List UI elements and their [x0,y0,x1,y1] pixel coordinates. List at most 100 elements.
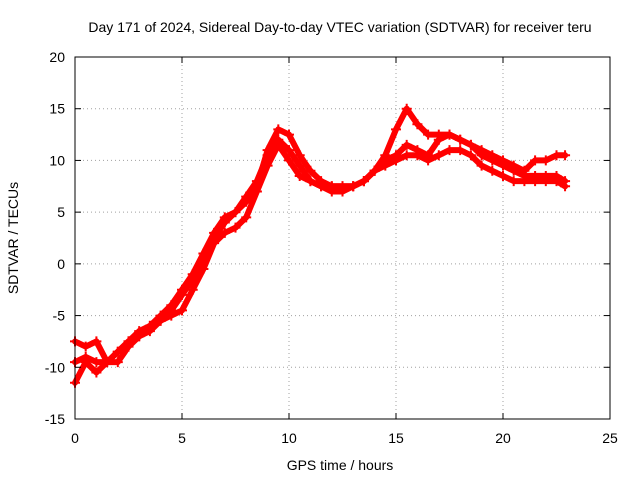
data-point [551,176,562,187]
data-point [80,341,91,352]
data-point [91,367,102,378]
y-tick-label: -15 [45,411,65,427]
data-point [412,150,423,161]
y-tick-label: 5 [57,204,65,220]
data-point [560,150,571,161]
chart-title: Day 171 of 2024, Sidereal Day-to-day VTE… [88,19,591,35]
data-point [187,269,198,280]
data-point [487,165,498,176]
data-point [412,119,423,130]
data-point [241,212,252,223]
data-point [155,315,166,326]
data-point [337,186,348,197]
data-point [401,139,412,150]
data-point [166,300,177,311]
data-point [401,150,412,161]
y-tick-label: 15 [49,101,65,117]
grid [75,57,610,419]
data-point [230,222,241,233]
data-point [348,181,359,192]
data-point [391,155,401,166]
data-point [423,155,434,166]
data-point [305,165,316,176]
data-point [230,207,241,218]
data-point [284,145,294,156]
data-point [455,145,466,156]
data-point [498,160,508,171]
data-point [294,150,305,161]
y-tick-label: 10 [49,152,65,168]
data-point [273,139,284,150]
x-tick-label: 15 [388,430,404,446]
data-point [508,165,519,176]
data-point [209,227,220,238]
data-point [209,238,220,249]
data-point [273,124,284,135]
data-point [540,176,551,187]
x-tick-label: 10 [281,430,297,446]
data-point [187,284,198,295]
data-point [465,150,476,161]
data-point [294,160,305,171]
data-point [166,310,177,321]
x-tick-label: 25 [602,430,618,446]
data-point [487,155,498,166]
data-point [144,320,155,331]
data-point [284,155,294,166]
data-layer [70,103,571,388]
data-point [530,155,541,166]
data-point [198,264,209,275]
data-point [519,176,530,187]
x-tick-label: 0 [71,430,79,446]
data-point [305,176,316,187]
data-point [551,150,562,161]
data-point [358,176,369,187]
data-point [433,150,444,161]
data-point [112,357,123,368]
data-point [455,134,466,145]
data-point [251,186,262,197]
x-axis-label: GPS time / hours [287,457,394,473]
data-point [219,212,230,223]
data-point [540,155,551,166]
x-tick-label: 5 [178,430,186,446]
data-point [241,191,252,202]
data-point [423,129,434,140]
data-point [401,103,412,114]
data-point [465,139,476,150]
data-point [123,336,134,347]
data-point [219,227,230,238]
data-point [433,134,444,145]
data-point [508,176,519,187]
data-point [391,124,401,135]
axis-ticks: 0 5 10 15 20 25 -15 -10 -5 0 5 10 15 20 [45,49,618,446]
data-point [91,336,102,347]
y-tick-label: -5 [53,308,66,324]
data-point [80,357,91,368]
plot-border [74,56,611,420]
y-tick-label: 0 [57,256,65,272]
data-point [498,170,508,181]
data-point [530,176,541,187]
data-point [476,160,487,171]
data-point [476,150,487,161]
y-tick-label: -10 [45,359,65,375]
data-point [134,331,145,342]
data-point [316,181,327,192]
data-point [102,357,113,368]
data-point [560,181,571,192]
data-point [112,346,123,357]
data-point [444,145,455,156]
y-axis-label: SDTVAR / TECUs [5,182,21,294]
data-point [294,170,305,181]
data-point [380,160,391,171]
data-point [91,357,102,368]
y-tick-label: 20 [49,49,65,65]
data-point [369,165,380,176]
series-track-c [70,139,571,388]
x-tick-label: 20 [495,430,511,446]
data-point [262,160,273,171]
data-point [177,284,187,295]
